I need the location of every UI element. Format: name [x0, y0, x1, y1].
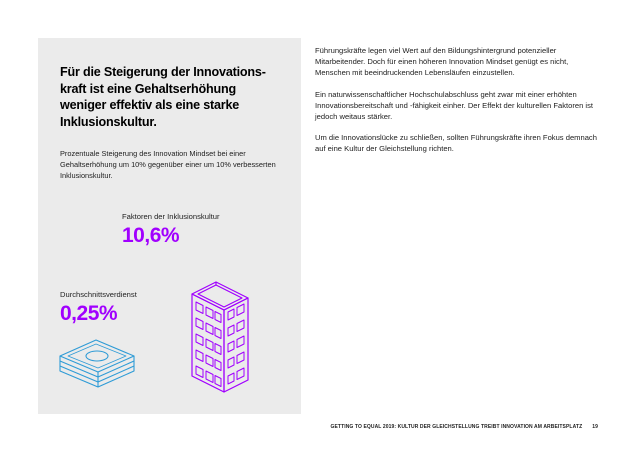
- office-building-icon: [191, 281, 249, 393]
- paragraph-1: Führungskräfte legen viel Wert auf den B…: [315, 46, 569, 78]
- page-footer: GETTING TO EQUAL 2019: KULTUR DER GLEICH…: [331, 424, 599, 430]
- paragraph-3: Um die Innovationslücke zu schließen, so…: [315, 133, 597, 154]
- infographic-panel: Für die Steigerung der Innovations­kraft…: [38, 38, 301, 414]
- page-number: 19: [592, 424, 598, 430]
- money-stack-icon: [59, 339, 135, 388]
- metric-value-inclusion: 10,6%: [122, 224, 180, 247]
- metric-label-salary: Durchschnittsverdienst: [60, 290, 137, 299]
- panel-description: Prozentuale Steigerung des Innovation Mi…: [60, 149, 276, 180]
- footer-title: GETTING TO EQUAL 2019: KULTUR DER GLEICH…: [330, 424, 583, 430]
- metric-value-salary: 0,25%: [60, 302, 118, 325]
- panel-title: Für die Steigerung der Innovations­kraft…: [60, 65, 266, 129]
- body-text: Führungskräfte legen viel Wert auf den B…: [315, 45, 600, 165]
- paragraph-2: Ein naturwissenschaftlicher Hochschulabs…: [315, 89, 594, 122]
- metric-label-inclusion: Faktoren der Inklusionskultur: [122, 212, 220, 221]
